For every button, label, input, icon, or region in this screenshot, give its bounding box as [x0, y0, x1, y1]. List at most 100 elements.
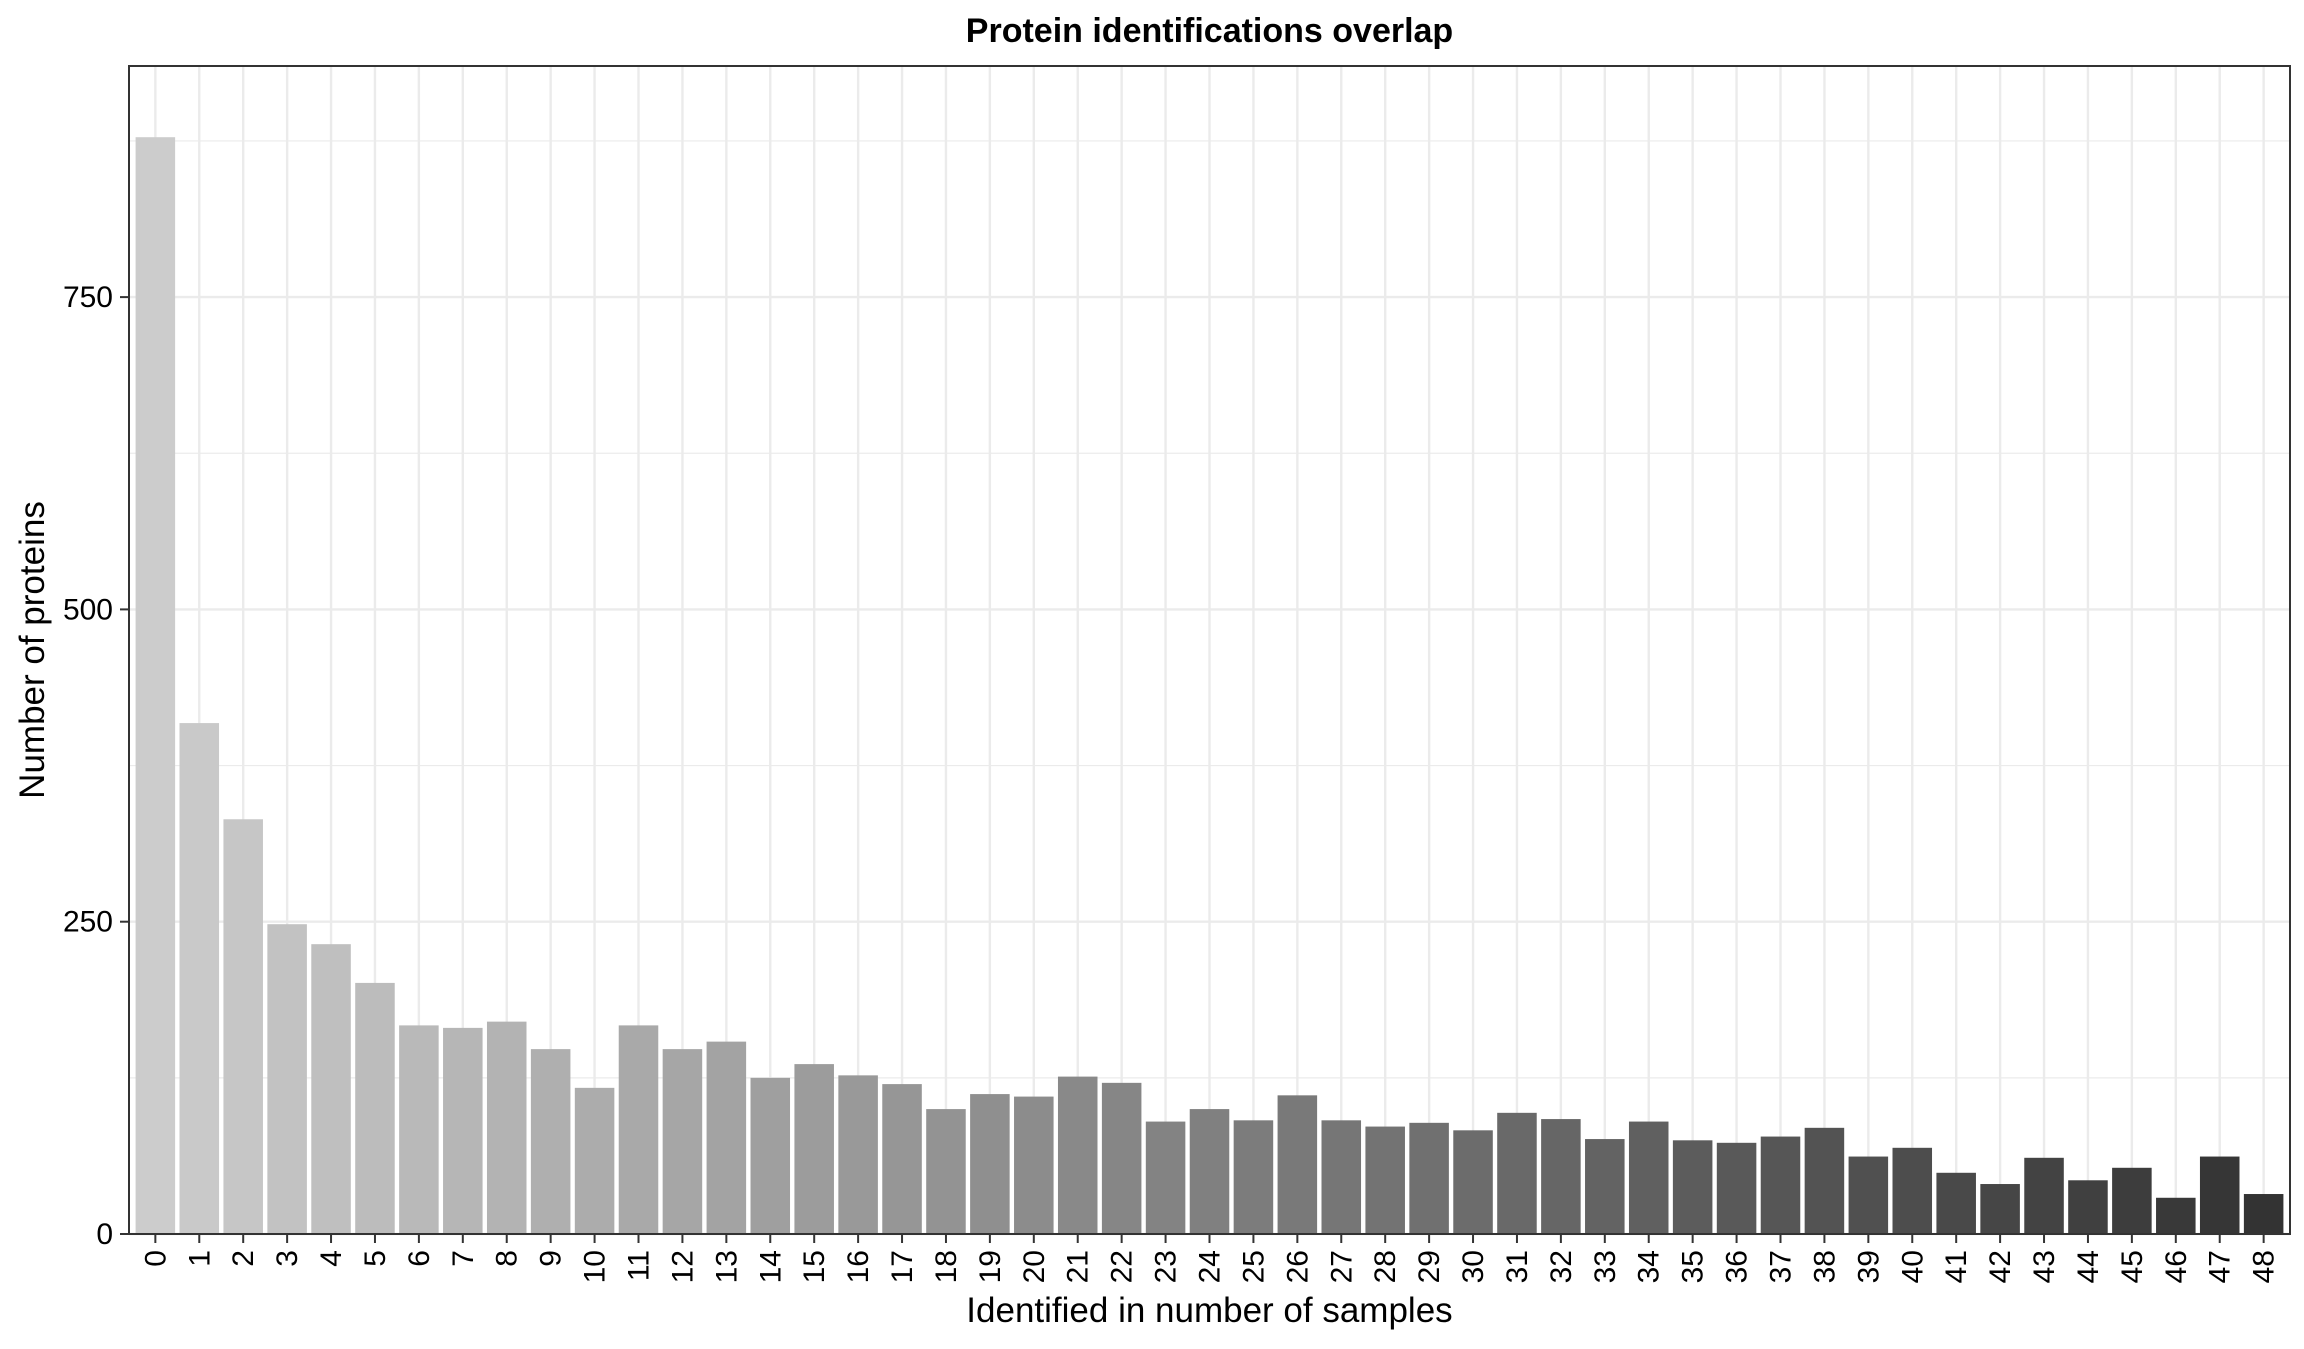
x-tick-label: 6 [403, 1250, 436, 1267]
x-tick-label: 4 [315, 1250, 348, 1267]
bar [1848, 1156, 1889, 1234]
x-tick-label: 48 [2248, 1250, 2281, 1283]
x-tick-label: 16 [842, 1250, 875, 1283]
x-tick-label: 39 [1852, 1250, 1885, 1283]
bar [1101, 1082, 1142, 1234]
bar [2243, 1194, 2284, 1234]
bar [2156, 1197, 2196, 1234]
bar [1980, 1184, 2020, 1234]
x-tick-label: 2 [227, 1250, 260, 1267]
bar [794, 1064, 834, 1234]
bar [574, 1087, 615, 1234]
bar [399, 1025, 439, 1234]
x-tick-label: 15 [798, 1250, 831, 1283]
x-tick-label: 20 [1018, 1250, 1051, 1283]
bar [267, 924, 307, 1234]
bar [1585, 1139, 1625, 1234]
bar [1760, 1136, 1801, 1234]
x-tick-label: 11 [623, 1250, 656, 1281]
x-tick-label: 30 [1457, 1250, 1490, 1283]
x-axis-ticks: 0 1 2 3 4 5 6 7 8 9 10 11 12 13 14 15 16 17 18 19 20 21 22 23 24… [139, 1234, 2281, 1283]
bar [2199, 1156, 2240, 1234]
x-tick-label: 17 [886, 1250, 919, 1283]
x-tick-label: 43 [2028, 1250, 2061, 1283]
y-axis-ticks: 0 250 500 750 [63, 281, 129, 1251]
x-tick-label: 0 [139, 1250, 172, 1267]
x-tick-label: 19 [974, 1250, 1007, 1283]
bar [1057, 1076, 1098, 1234]
bar [486, 1021, 527, 1234]
y-tick-label: 750 [63, 281, 113, 314]
chart-title: Protein identifications overlap [966, 12, 1453, 50]
bar [1892, 1147, 1933, 1234]
bar [1541, 1119, 1581, 1234]
x-tick-label: 28 [1369, 1250, 1402, 1283]
bar [443, 1027, 483, 1234]
x-axis-title: Identified in number of samples [966, 1291, 1452, 1330]
x-tick-label: 7 [447, 1250, 480, 1267]
y-tick-label: 500 [63, 593, 113, 626]
x-tick-label: 12 [666, 1250, 699, 1283]
bar [1233, 1120, 1274, 1234]
bar [1497, 1112, 1537, 1234]
x-tick-label: 25 [1237, 1250, 1270, 1283]
bar [1804, 1127, 1845, 1234]
bar [926, 1109, 966, 1234]
x-tick-label: 47 [2204, 1250, 2237, 1283]
bar [618, 1025, 659, 1234]
x-tick-label: 37 [1764, 1250, 1797, 1283]
x-tick-label: 21 [1062, 1250, 1095, 1283]
bar [1409, 1122, 1449, 1234]
x-tick-label: 29 [1413, 1250, 1446, 1283]
bar [838, 1075, 878, 1234]
x-tick-label: 32 [1545, 1250, 1578, 1283]
bar [530, 1049, 571, 1234]
x-tick-label: 36 [1721, 1250, 1754, 1283]
bar [2068, 1180, 2108, 1234]
bar [1277, 1095, 1318, 1234]
x-tick-label: 24 [1194, 1250, 1227, 1283]
bar [311, 944, 351, 1234]
x-tick-label: 13 [710, 1250, 743, 1283]
x-tick-label: 27 [1325, 1250, 1358, 1283]
x-tick-label: 34 [1633, 1250, 1666, 1283]
x-tick-label: 38 [1808, 1250, 1841, 1283]
x-tick-label: 35 [1677, 1250, 1710, 1283]
x-tick-label: 3 [271, 1250, 304, 1267]
x-tick-label: 14 [754, 1250, 787, 1283]
x-tick-label: 40 [1896, 1250, 1929, 1283]
bar [1321, 1120, 1362, 1234]
bar [882, 1084, 922, 1234]
bar [2024, 1157, 2064, 1234]
x-tick-label: 45 [2116, 1250, 2149, 1283]
bars [135, 137, 2284, 1234]
bar [970, 1094, 1010, 1234]
x-tick-label: 26 [1281, 1250, 1314, 1283]
x-tick-label: 10 [579, 1250, 612, 1283]
y-tick-label: 0 [96, 1218, 113, 1251]
bar [1628, 1121, 1669, 1234]
y-tick-label: 250 [63, 906, 113, 939]
x-tick-label: 31 [1501, 1250, 1534, 1283]
bar [1672, 1140, 1713, 1234]
x-tick-label: 22 [1106, 1250, 1139, 1283]
x-tick-label: 18 [930, 1250, 963, 1283]
x-tick-label: 44 [2072, 1250, 2105, 1283]
x-tick-label: 41 [1940, 1250, 1973, 1283]
bar [1189, 1109, 1230, 1234]
bar [179, 723, 220, 1234]
x-tick-label: 33 [1589, 1250, 1622, 1283]
bar [662, 1049, 703, 1234]
x-tick-label: 1 [183, 1250, 216, 1267]
x-tick-label: 8 [491, 1250, 524, 1267]
x-tick-label: 9 [535, 1250, 568, 1267]
bar [223, 819, 263, 1234]
bar [2112, 1167, 2152, 1234]
bar [1014, 1096, 1054, 1234]
bar [355, 982, 395, 1234]
bar [135, 137, 176, 1234]
bar [1145, 1121, 1186, 1234]
x-tick-label: 46 [2160, 1250, 2193, 1283]
